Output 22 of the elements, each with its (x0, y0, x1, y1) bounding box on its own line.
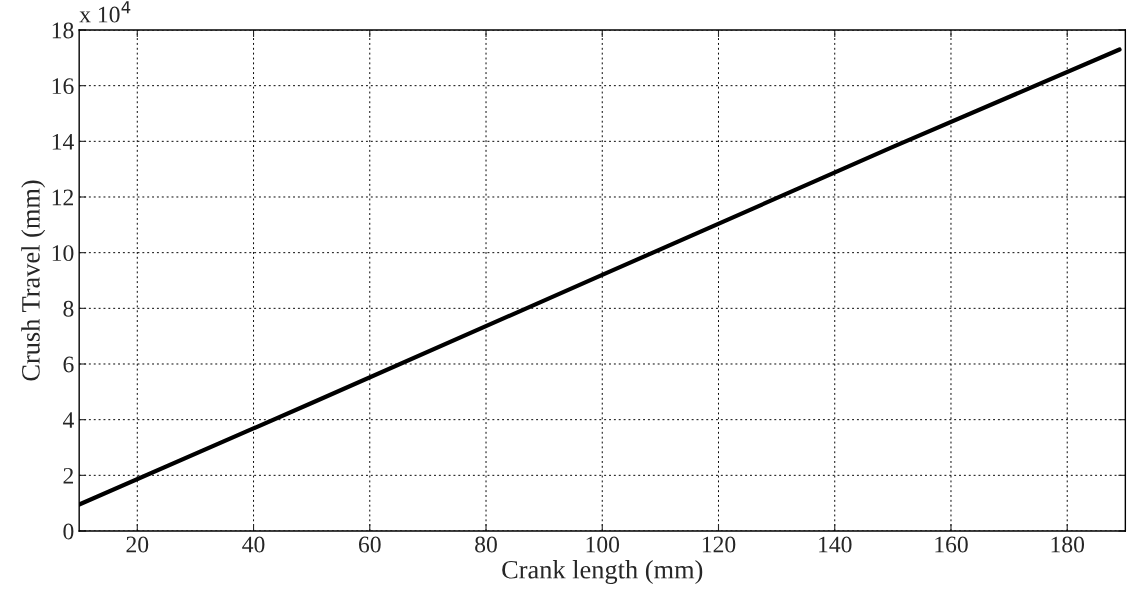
y-tick-label: 16 (52, 78, 74, 95)
y-tick-label: 8 (63, 300, 74, 317)
y-tick-label: 2 (63, 467, 74, 484)
x-tick-label: 180 (1051, 536, 1085, 553)
y-tick-label: 12 (52, 189, 74, 206)
x-tick-label: 140 (819, 536, 852, 553)
y-tick-label: 10 (52, 245, 74, 262)
text: x 10$^{4}$ (79, 1, 131, 23)
x-tick-label: 40 (242, 536, 265, 553)
y-tick-label: 4 (62, 412, 74, 428)
y-tick-label: 6 (63, 356, 74, 373)
x-tick-label: 20 (126, 536, 149, 553)
y-tick-label: 14 (52, 133, 74, 150)
y-axis-title: Crush Travel (mm) (21, 180, 46, 381)
y-tick-label: 0 (63, 523, 74, 540)
y-tick-label: 18 (52, 22, 74, 39)
x-tick-label: 160 (935, 536, 968, 553)
x-tick-label: 80 (475, 536, 497, 553)
x-tick-label: 60 (358, 536, 381, 553)
x-tick-label: 120 (702, 536, 736, 553)
x-tick-label: 100 (586, 536, 620, 553)
x-axis-title: Crank length (mm) (502, 560, 703, 585)
